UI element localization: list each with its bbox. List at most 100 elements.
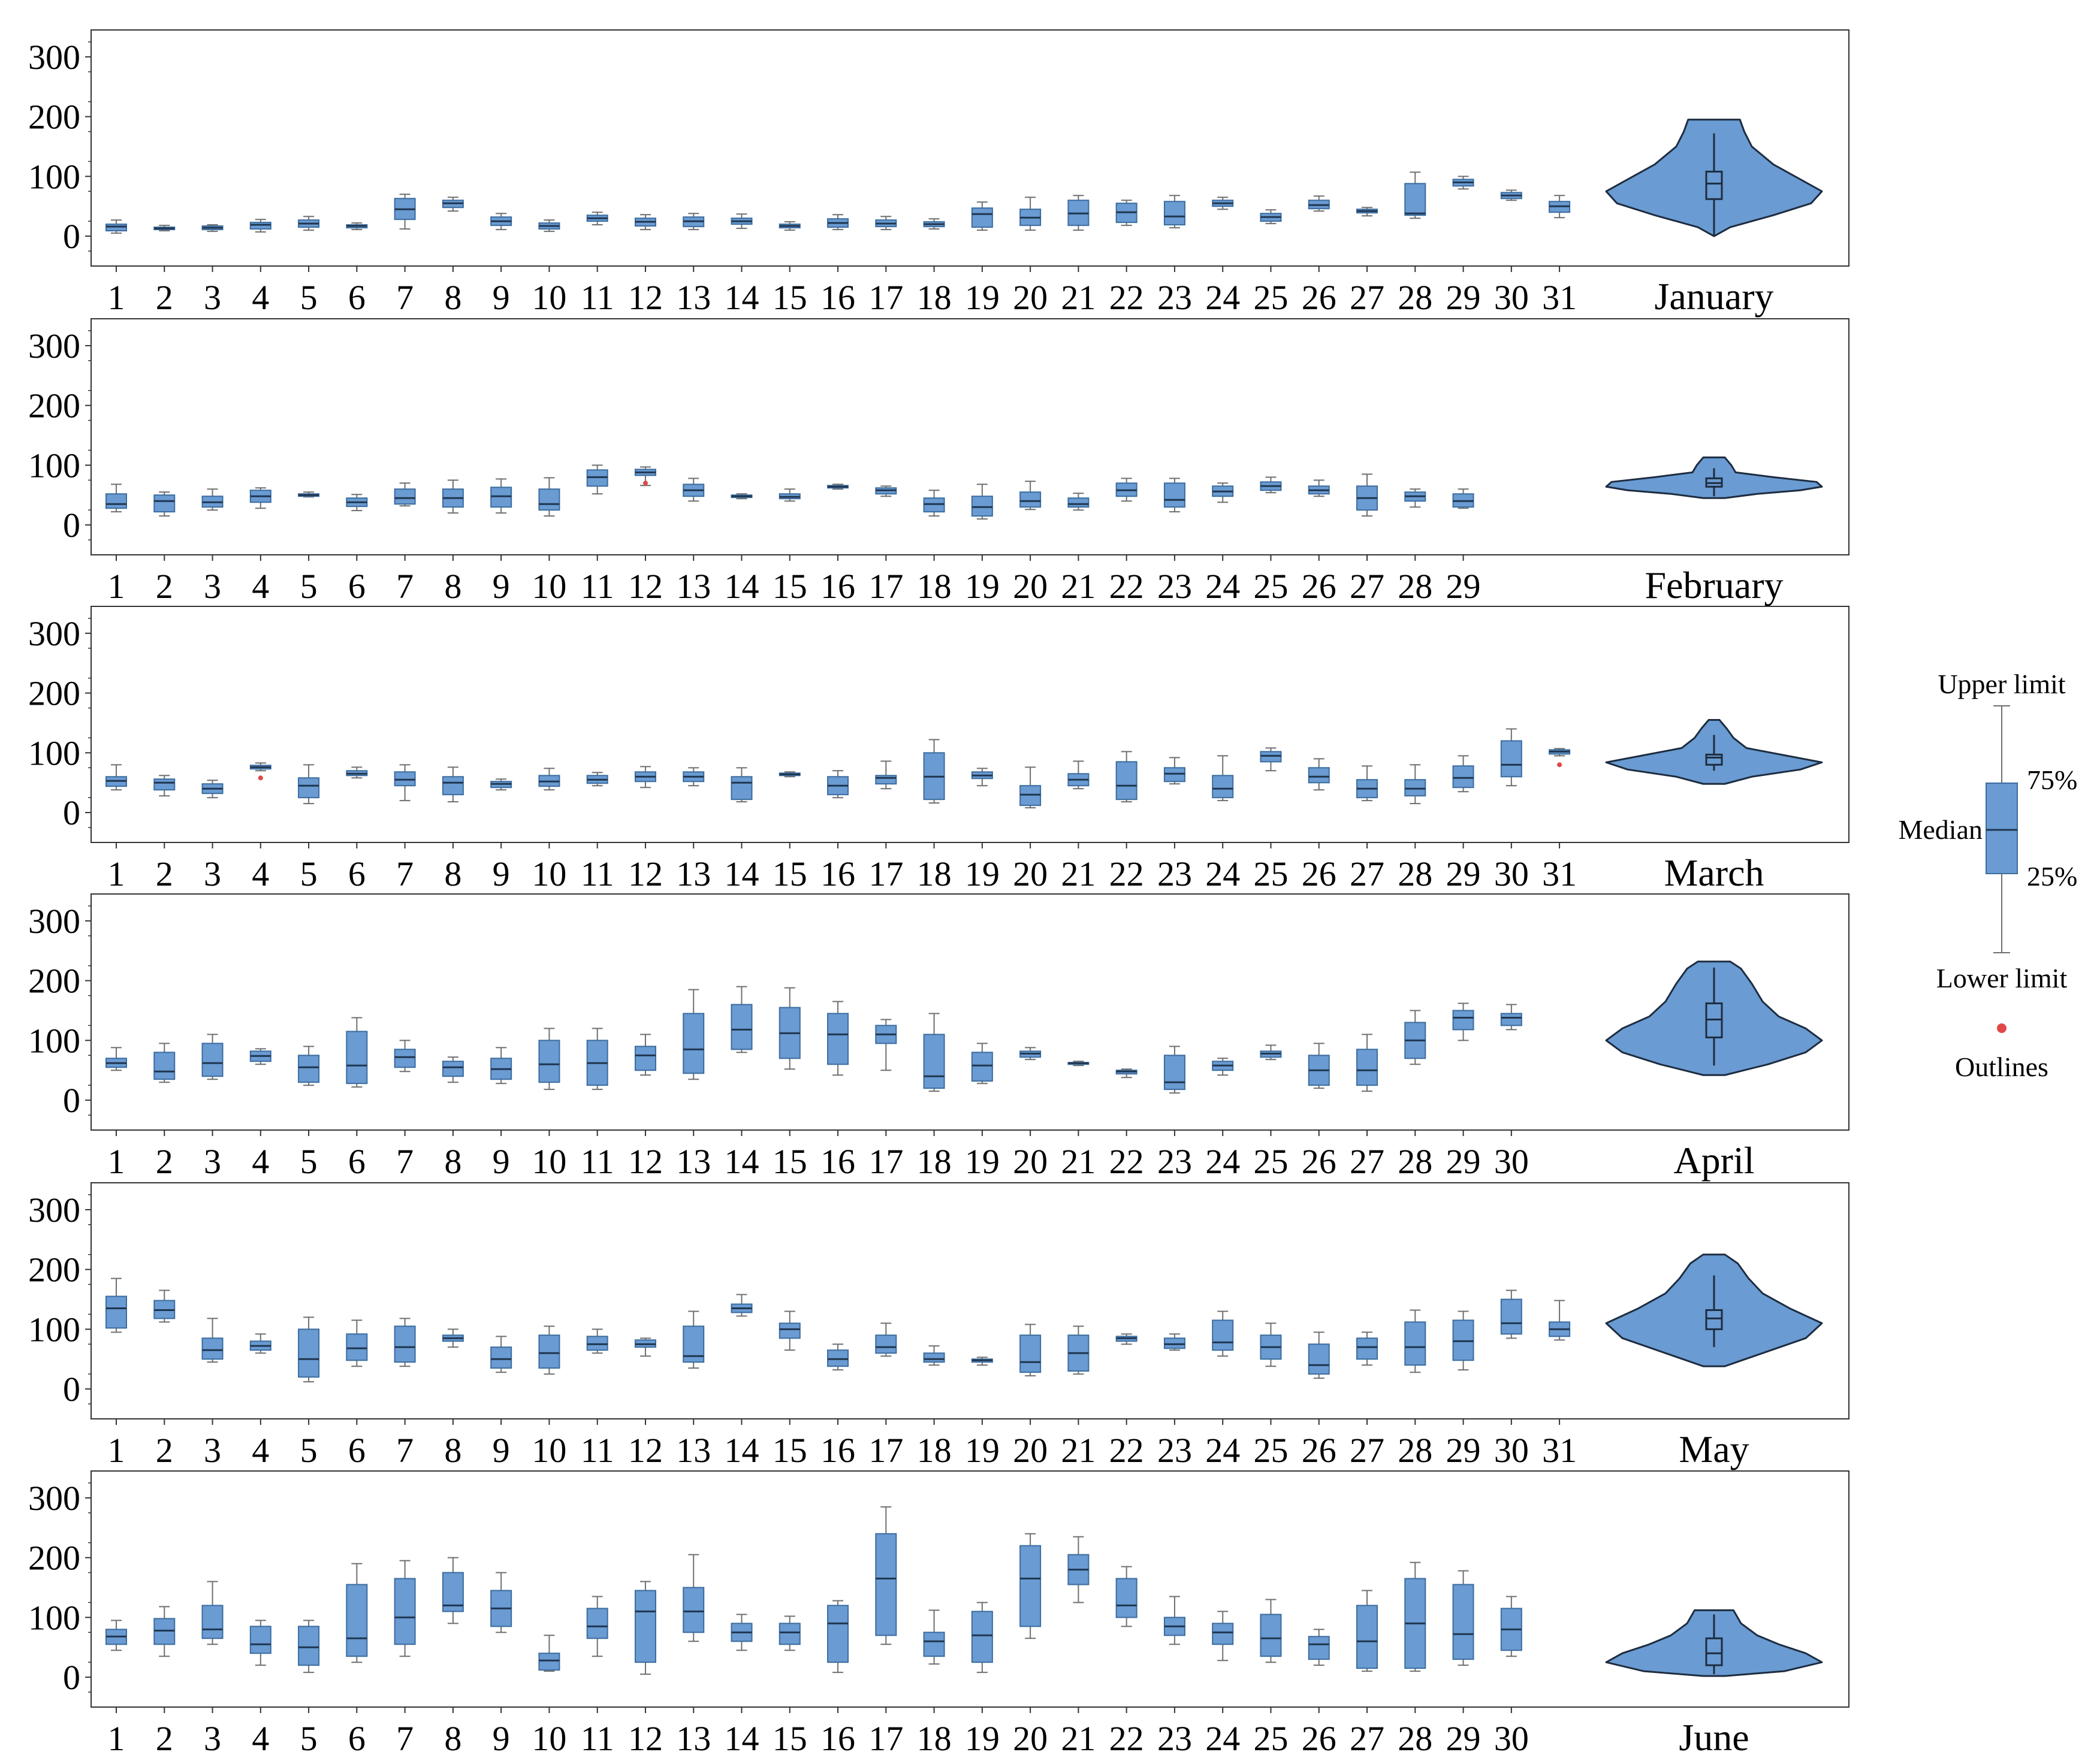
x-tick-label: 24 bbox=[1205, 1142, 1240, 1181]
box-day-20 bbox=[1019, 766, 1042, 809]
iqr-box bbox=[634, 1590, 656, 1663]
iqr-box bbox=[201, 1605, 224, 1639]
iqr-box bbox=[1067, 497, 1090, 508]
x-tick-label: 10 bbox=[532, 1431, 566, 1470]
box-day-2 bbox=[153, 775, 176, 797]
box-day-8 bbox=[442, 1557, 464, 1624]
iqr-box bbox=[1452, 1010, 1474, 1031]
box-day-14 bbox=[731, 767, 753, 803]
x-tick-label: 25 bbox=[1253, 567, 1288, 606]
box-day-29 bbox=[1452, 176, 1474, 190]
month-label: June bbox=[1679, 1716, 1749, 1759]
box-day-28 bbox=[1404, 1561, 1426, 1672]
box-day-4 bbox=[249, 1048, 271, 1065]
x-tick-label: 20 bbox=[1013, 278, 1048, 317]
x-tick-label: 29 bbox=[1446, 1431, 1481, 1470]
x-tick-label: 9 bbox=[493, 1142, 510, 1181]
iqr-box bbox=[1452, 1584, 1474, 1660]
iqr-box bbox=[1308, 1343, 1330, 1375]
x-tick-label: 25 bbox=[1253, 1431, 1288, 1470]
x-tick-label: 22 bbox=[1109, 278, 1144, 317]
x-tick-label: 15 bbox=[773, 1431, 807, 1470]
x-tick-label: 28 bbox=[1398, 278, 1432, 317]
box-day-15 bbox=[779, 488, 801, 502]
iqr-box bbox=[971, 207, 993, 228]
x-tick-label: 12 bbox=[628, 567, 663, 606]
x-tick-label: 2 bbox=[156, 1142, 173, 1181]
month-label: May bbox=[1679, 1428, 1749, 1470]
box-day-10 bbox=[538, 1325, 560, 1375]
violin-march bbox=[1605, 719, 1823, 785]
box-day-27 bbox=[1356, 1034, 1378, 1092]
box-day-29 bbox=[1452, 488, 1474, 509]
x-tick-label: 18 bbox=[917, 854, 952, 893]
x-tick-label: 22 bbox=[1109, 1142, 1144, 1181]
box-day-12 bbox=[634, 766, 656, 789]
box-day-26 bbox=[1308, 479, 1330, 497]
box-day-29 bbox=[1452, 1002, 1474, 1041]
box-day-2 bbox=[153, 1043, 176, 1083]
iqr-box bbox=[394, 1578, 416, 1645]
x-tick-label: 8 bbox=[444, 1431, 461, 1470]
box-day-20 bbox=[1019, 1047, 1042, 1061]
box-day-25 bbox=[1260, 1599, 1282, 1663]
box-day-6 bbox=[346, 1017, 368, 1088]
month-label: January bbox=[1654, 275, 1773, 318]
box-day-19 bbox=[971, 201, 993, 231]
x-tick-label: 14 bbox=[725, 1719, 759, 1758]
box-day-5 bbox=[298, 1046, 320, 1086]
box-day-6 bbox=[346, 766, 368, 779]
box-day-8 bbox=[442, 1056, 464, 1083]
box-day-28 bbox=[1404, 488, 1426, 508]
legend-outlier-dot bbox=[1997, 1023, 2007, 1033]
box-day-17 bbox=[875, 1019, 897, 1071]
box-day-23 bbox=[1163, 1596, 1185, 1645]
box-day-8 bbox=[442, 479, 464, 514]
box-day-6 bbox=[346, 1563, 368, 1663]
iqr-box bbox=[1308, 1636, 1330, 1660]
box-day-22 bbox=[1115, 1566, 1138, 1627]
box-day-13 bbox=[683, 989, 705, 1080]
x-tick-label: 10 bbox=[532, 854, 566, 893]
x-tick-label: 18 bbox=[917, 278, 952, 317]
x-tick-label: 29 bbox=[1446, 1142, 1481, 1181]
x-tick-label: 5 bbox=[300, 1431, 318, 1470]
x-tick-label: 21 bbox=[1061, 1431, 1096, 1470]
iqr-box bbox=[779, 1322, 801, 1339]
legend-q75-label: 75% bbox=[2027, 765, 2077, 795]
outlier-point bbox=[1557, 762, 1562, 768]
iqr-box bbox=[394, 1049, 416, 1068]
box-day-28 bbox=[1404, 1309, 1426, 1373]
x-tick-label: 16 bbox=[820, 1719, 855, 1758]
box-day-21 bbox=[1067, 760, 1090, 790]
x-tick-label: 5 bbox=[300, 854, 318, 893]
box-day-22 bbox=[1115, 1068, 1138, 1079]
x-tick-label: 20 bbox=[1013, 1719, 1048, 1758]
x-tick-label: 23 bbox=[1157, 1719, 1192, 1758]
x-tick-label: 4 bbox=[252, 1719, 269, 1758]
iqr-box bbox=[1452, 765, 1474, 789]
iqr-box bbox=[490, 1346, 512, 1369]
x-tick-label: 13 bbox=[676, 854, 711, 893]
y-tick-label: 0 bbox=[63, 217, 80, 256]
y-tick-label: 300 bbox=[28, 38, 80, 77]
y-tick-label: 200 bbox=[28, 1539, 80, 1578]
iqr-box bbox=[875, 1334, 897, 1354]
x-tick-label: 26 bbox=[1302, 1719, 1336, 1758]
violin-january bbox=[1605, 119, 1823, 237]
iqr-box bbox=[153, 778, 176, 791]
box-day-17 bbox=[875, 1322, 897, 1357]
x-tick-label: 28 bbox=[1398, 567, 1432, 606]
y-tick-label: 200 bbox=[28, 674, 80, 713]
x-tick-label: 21 bbox=[1061, 567, 1096, 606]
y-tick-label: 300 bbox=[28, 902, 80, 941]
x-tick-label: 3 bbox=[204, 278, 221, 317]
x-tick-label: 29 bbox=[1446, 854, 1481, 893]
x-tick-label: 30 bbox=[1494, 1142, 1529, 1181]
x-tick-label: 6 bbox=[348, 1719, 366, 1758]
iqr-box bbox=[1163, 201, 1185, 226]
iqr-box bbox=[683, 1013, 705, 1074]
box-day-19 bbox=[971, 1043, 993, 1085]
violin-june bbox=[1605, 1609, 1823, 1677]
